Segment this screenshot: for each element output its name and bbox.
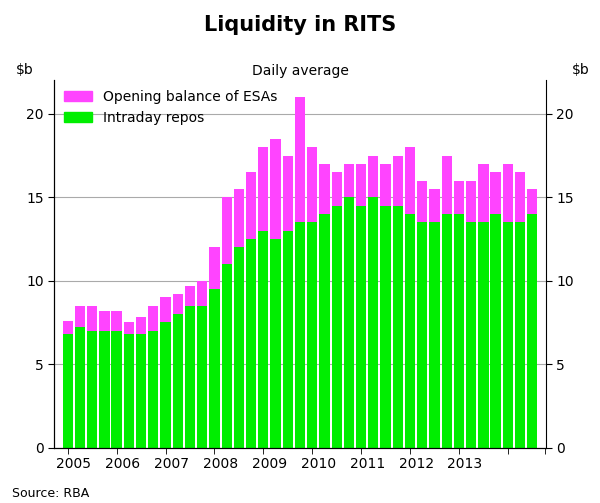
Bar	[185, 306, 195, 448]
Bar	[307, 222, 317, 448]
Bar	[344, 197, 354, 448]
Bar	[173, 294, 183, 314]
Bar	[87, 306, 97, 331]
Bar	[271, 239, 281, 448]
Bar	[75, 306, 85, 327]
Bar	[380, 164, 391, 206]
Bar	[295, 97, 305, 222]
Bar	[160, 322, 170, 448]
Bar	[258, 231, 268, 448]
Title: Daily average: Daily average	[251, 64, 349, 78]
Bar	[356, 206, 366, 448]
Bar	[527, 189, 538, 214]
Bar	[356, 164, 366, 206]
Bar	[454, 214, 464, 448]
Bar	[209, 247, 220, 289]
Bar	[173, 314, 183, 448]
Bar	[368, 197, 379, 448]
Bar	[527, 214, 538, 448]
Bar	[319, 214, 329, 448]
Bar	[392, 155, 403, 206]
Bar	[136, 334, 146, 448]
Bar	[234, 247, 244, 448]
Bar	[332, 206, 342, 448]
Y-axis label: $b: $b	[572, 63, 589, 77]
Bar	[75, 327, 85, 448]
Bar	[515, 222, 525, 448]
Bar	[209, 289, 220, 448]
Bar	[478, 164, 488, 222]
Text: Source: RBA: Source: RBA	[12, 487, 89, 500]
Bar	[246, 239, 256, 448]
Bar	[442, 214, 452, 448]
Bar	[148, 331, 158, 448]
Bar	[319, 164, 329, 214]
Bar	[112, 311, 122, 331]
Bar	[124, 322, 134, 334]
Bar	[307, 147, 317, 222]
Bar	[136, 317, 146, 334]
Bar	[148, 306, 158, 331]
Bar	[62, 321, 73, 334]
Bar	[221, 197, 232, 264]
Bar	[392, 206, 403, 448]
Bar	[87, 331, 97, 448]
Bar	[344, 164, 354, 197]
Bar	[185, 286, 195, 306]
Bar	[490, 172, 501, 214]
Bar	[112, 331, 122, 448]
Text: Liquidity in RITS: Liquidity in RITS	[204, 15, 396, 35]
Bar	[430, 189, 440, 222]
Bar	[380, 206, 391, 448]
Bar	[258, 147, 268, 231]
Bar	[417, 222, 427, 448]
Y-axis label: $b: $b	[16, 63, 34, 77]
Bar	[332, 172, 342, 206]
Bar	[368, 155, 379, 197]
Bar	[221, 264, 232, 448]
Bar	[197, 281, 208, 306]
Bar	[405, 147, 415, 214]
Bar	[417, 181, 427, 222]
Bar	[99, 331, 110, 448]
Bar	[271, 139, 281, 239]
Bar	[515, 172, 525, 222]
Bar	[454, 181, 464, 214]
Bar	[490, 214, 501, 448]
Bar	[442, 155, 452, 214]
Bar	[478, 222, 488, 448]
Bar	[160, 297, 170, 322]
Bar	[466, 222, 476, 448]
Legend: Opening balance of ESAs, Intraday repos: Opening balance of ESAs, Intraday repos	[59, 84, 283, 130]
Bar	[197, 306, 208, 448]
Bar	[283, 155, 293, 231]
Bar	[430, 222, 440, 448]
Bar	[234, 189, 244, 247]
Bar	[405, 214, 415, 448]
Bar	[466, 181, 476, 222]
Bar	[295, 222, 305, 448]
Bar	[246, 172, 256, 239]
Bar	[503, 222, 513, 448]
Bar	[283, 231, 293, 448]
Bar	[503, 164, 513, 222]
Bar	[99, 311, 110, 331]
Bar	[62, 334, 73, 448]
Bar	[124, 334, 134, 448]
